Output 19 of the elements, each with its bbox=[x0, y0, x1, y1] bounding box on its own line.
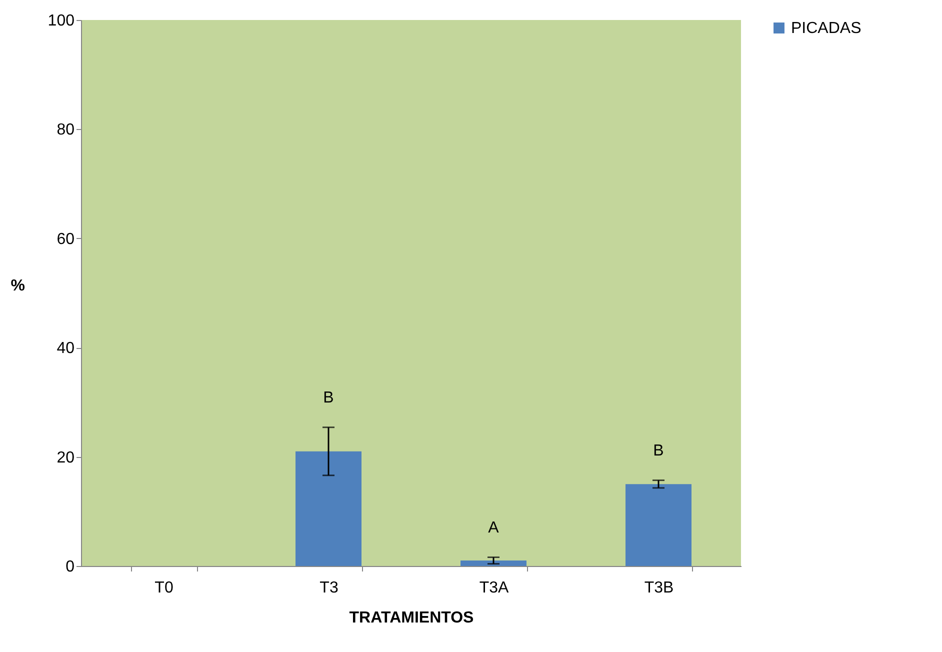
y-tick-label: 40 bbox=[56, 340, 75, 358]
x-axis-title: TRATAMIENTOS bbox=[349, 610, 474, 626]
x-tick-label: T0 bbox=[154, 580, 174, 596]
x-tick-label: T3 bbox=[320, 580, 338, 596]
y-tick-label: 80 bbox=[56, 122, 75, 139]
annotation: A bbox=[488, 519, 500, 536]
bar bbox=[460, 560, 526, 566]
y-axis-title: % bbox=[10, 278, 25, 294]
annotation: B bbox=[323, 389, 334, 406]
y-tick-label: 0 bbox=[66, 558, 75, 576]
bar bbox=[296, 451, 362, 566]
legend-label: PICADAS bbox=[791, 20, 862, 37]
annotation: B bbox=[653, 442, 664, 460]
y-tick-label: 100 bbox=[48, 12, 75, 30]
y-tick-label: 60 bbox=[56, 230, 75, 248]
x-tick-label: T3B bbox=[644, 580, 674, 596]
x-tick-label: T3A bbox=[479, 580, 509, 596]
y-tick-label: 20 bbox=[56, 449, 75, 466]
bar bbox=[626, 484, 692, 566]
